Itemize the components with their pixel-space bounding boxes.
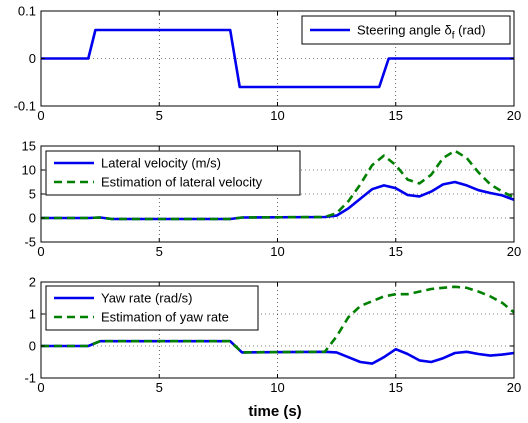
y-tick-label: 10: [22, 163, 36, 178]
legend-label-1: Steering angle δf (rad): [357, 23, 486, 42]
x-tick-label: 20: [507, 244, 521, 259]
y-tick-label: -1: [24, 371, 36, 386]
y-tick-label: 0: [29, 339, 36, 354]
x-tick-label: 15: [389, 380, 403, 395]
x-tick-label: 5: [156, 108, 163, 123]
y-tick-label: -5: [24, 235, 36, 250]
y-tick-label: 5: [29, 187, 36, 202]
legend-box: [45, 150, 301, 196]
x-tick-label: 10: [270, 380, 284, 395]
x-tick-label: 0: [37, 380, 44, 395]
y-tick-label: -0.1: [14, 99, 36, 114]
legend-label-1: Lateral velocity (m/s): [101, 156, 221, 171]
x-tick-label: 20: [507, 380, 521, 395]
x-tick-label: 15: [389, 244, 403, 259]
legend-label-1: Yaw rate (rad/s): [101, 291, 193, 306]
series-line-2: [41, 149, 514, 221]
legend: Steering angle δf (rad): [301, 15, 511, 45]
legend-box: [45, 285, 259, 331]
y-tick-label: 0: [29, 51, 36, 66]
y-tick-label: 15: [22, 139, 36, 154]
y-tick-label: 2: [29, 275, 36, 290]
series-line-2: [41, 285, 514, 354]
x-tick-label: 10: [270, 108, 284, 123]
x-tick-label: 20: [507, 108, 521, 123]
y-tick-label: 0.1: [18, 4, 36, 19]
x-axis-label: time (s): [248, 403, 301, 420]
x-tick-label: 15: [389, 108, 403, 123]
x-tick-label: 0: [37, 244, 44, 259]
legend: Lateral velocity (m/s) Estimation of late…: [45, 150, 301, 196]
x-tick-label: 5: [156, 244, 163, 259]
y-tick-label: 0: [29, 211, 36, 226]
legend: Yaw rate (rad/s) Estimation of yaw rate: [45, 285, 259, 331]
x-tick-label: 5: [156, 380, 163, 395]
legend-label-2: Estimation of yaw rate: [101, 310, 229, 325]
y-tick-label: 1: [29, 307, 36, 322]
series-line-1: [41, 28, 514, 89]
x-tick-label: 0: [37, 108, 44, 123]
x-tick-label: 10: [270, 244, 284, 259]
legend-label-2: Estimation of lateral velocity: [101, 175, 263, 190]
